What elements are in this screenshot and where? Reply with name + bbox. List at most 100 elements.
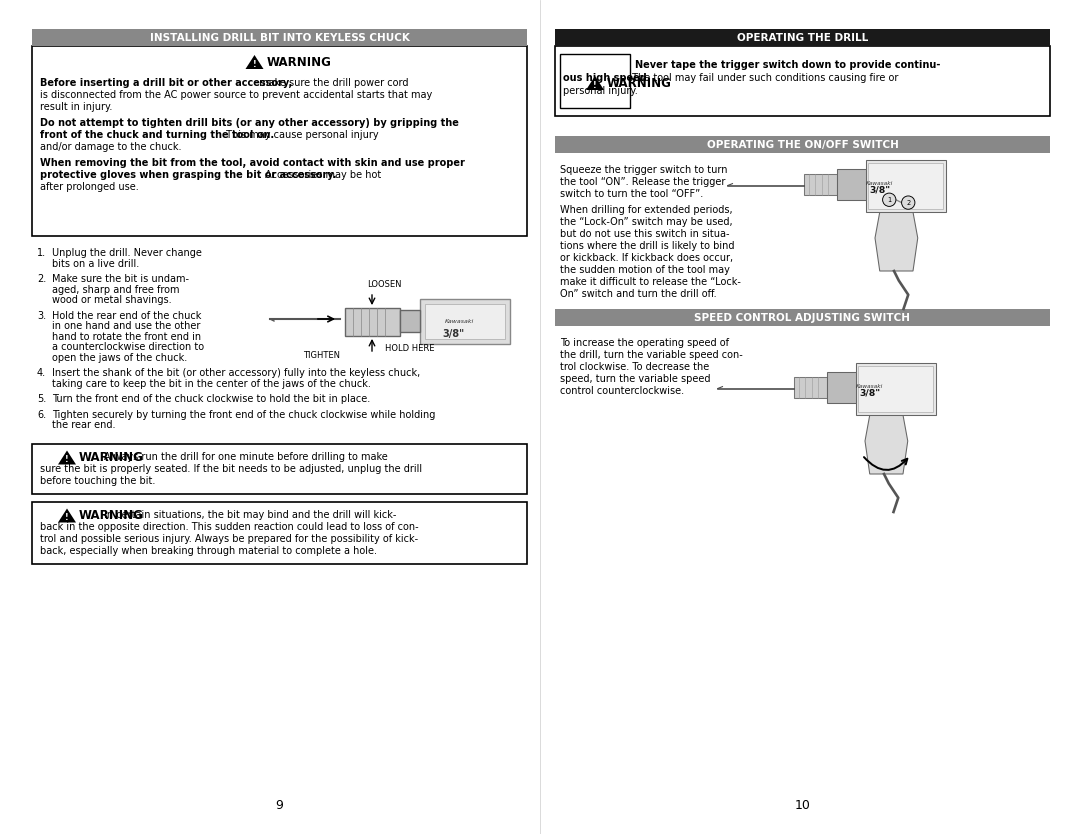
- Text: Before inserting a drill bit or other accessory,: Before inserting a drill bit or other ac…: [40, 78, 293, 88]
- Text: The tool may fail under such conditions causing fire or: The tool may fail under such conditions …: [629, 73, 899, 83]
- Bar: [345, 308, 400, 336]
- Text: sure the bit is properly seated. If the bit needs to be adjusted, unplug the dri: sure the bit is properly seated. If the …: [40, 464, 422, 474]
- Text: Always run the drill for one minute before drilling to make: Always run the drill for one minute befo…: [104, 451, 388, 461]
- Polygon shape: [58, 509, 76, 522]
- Text: Turn the front end of the chuck clockwise to hold the bit in place.: Turn the front end of the chuck clockwis…: [52, 394, 370, 404]
- Text: 3.: 3.: [37, 310, 46, 320]
- Text: ous high speed.: ous high speed.: [563, 73, 650, 83]
- Bar: [804, 174, 837, 195]
- Text: after prolonged use.: after prolonged use.: [40, 182, 138, 192]
- Text: tions where the drill is likely to bind: tions where the drill is likely to bind: [561, 241, 734, 251]
- Text: LOOSEN: LOOSEN: [367, 280, 402, 289]
- Text: Kawasaki: Kawasaki: [445, 319, 474, 324]
- Text: back in the opposite direction. This sudden reaction could lead to loss of con-: back in the opposite direction. This sud…: [40, 521, 419, 531]
- Text: or kickback. If kickback does occur,: or kickback. If kickback does occur,: [561, 253, 733, 263]
- Text: 1: 1: [887, 197, 891, 203]
- Text: and/or damage to the chuck.: and/or damage to the chuck.: [40, 142, 181, 152]
- Bar: [868, 163, 944, 209]
- Text: WARNING: WARNING: [267, 56, 332, 68]
- Bar: [794, 377, 827, 398]
- Text: 3/8": 3/8": [860, 389, 880, 398]
- Polygon shape: [865, 415, 908, 474]
- Bar: [555, 136, 1050, 153]
- Text: SPEED CONTROL ADJUSTING SWITCH: SPEED CONTROL ADJUSTING SWITCH: [694, 313, 910, 323]
- Text: trol clockwise. To decrease the: trol clockwise. To decrease the: [561, 362, 710, 372]
- Text: 3/8": 3/8": [442, 329, 464, 339]
- Bar: [32, 29, 527, 46]
- Text: Kawasaki: Kawasaki: [856, 384, 883, 389]
- Text: Do not attempt to tighten drill bits (or any other accessory) by gripping the: Do not attempt to tighten drill bits (or…: [40, 118, 459, 128]
- Text: the drill, turn the variable speed con-: the drill, turn the variable speed con-: [561, 350, 743, 360]
- Bar: [859, 365, 933, 412]
- Text: !: !: [253, 59, 256, 68]
- Text: 9: 9: [275, 799, 283, 812]
- Text: OPERATING THE ON/OFF SWITCH: OPERATING THE ON/OFF SWITCH: [706, 139, 899, 149]
- Bar: [555, 46, 1050, 116]
- Text: 6.: 6.: [37, 409, 46, 420]
- Text: wood or metal shavings.: wood or metal shavings.: [52, 295, 172, 305]
- Text: Accessories may be hot: Accessories may be hot: [262, 170, 381, 180]
- Text: 4.: 4.: [37, 368, 46, 378]
- Bar: [855, 363, 936, 415]
- Text: 10: 10: [795, 799, 810, 812]
- Text: TIGHTEN: TIGHTEN: [303, 351, 340, 360]
- Text: 2: 2: [906, 199, 910, 206]
- Polygon shape: [245, 55, 264, 69]
- Text: Make sure the bit is undam-: Make sure the bit is undam-: [52, 274, 189, 284]
- Polygon shape: [586, 76, 604, 90]
- Text: !: !: [65, 455, 69, 464]
- Text: OPERATING THE DRILL: OPERATING THE DRILL: [737, 33, 868, 43]
- Bar: [420, 299, 510, 344]
- Text: personal injury.: personal injury.: [563, 86, 638, 96]
- Bar: [555, 309, 1050, 326]
- Text: 1.: 1.: [37, 248, 46, 258]
- Text: 2.: 2.: [37, 274, 46, 284]
- Text: aged, sharp and free from: aged, sharp and free from: [52, 284, 179, 294]
- Text: Kawasaki: Kawasaki: [866, 180, 893, 185]
- Text: Insert the shank of the bit (or other accessory) fully into the keyless chuck,: Insert the shank of the bit (or other ac…: [52, 368, 420, 378]
- Polygon shape: [58, 450, 76, 465]
- Bar: [555, 29, 1050, 46]
- Text: but do not use this switch in situa-: but do not use this switch in situa-: [561, 229, 729, 239]
- Bar: [426, 304, 505, 339]
- Bar: [32, 501, 527, 564]
- Bar: [837, 169, 865, 200]
- Text: Unplug the drill. Never change: Unplug the drill. Never change: [52, 248, 202, 258]
- Text: the sudden motion of the tool may: the sudden motion of the tool may: [561, 265, 730, 275]
- Text: When removing the bit from the tool, avoid contact with skin and use proper: When removing the bit from the tool, avo…: [40, 158, 464, 168]
- Text: switch to turn the tool “OFF”.: switch to turn the tool “OFF”.: [561, 189, 703, 199]
- Bar: [32, 444, 527, 494]
- Text: This may cause personal injury: This may cause personal injury: [222, 130, 379, 140]
- Bar: [400, 310, 420, 332]
- Bar: [827, 372, 855, 403]
- Text: protective gloves when grasping the bit or accessory.: protective gloves when grasping the bit …: [40, 170, 337, 180]
- Text: make it difficult to release the “Lock-: make it difficult to release the “Lock-: [561, 277, 741, 287]
- Text: front of the chuck and turning the tool on.: front of the chuck and turning the tool …: [40, 130, 274, 140]
- Text: taking care to keep the bit in the center of the jaws of the chuck.: taking care to keep the bit in the cente…: [52, 379, 370, 389]
- Text: the “Lock-On” switch may be used,: the “Lock-On” switch may be used,: [561, 217, 732, 227]
- Text: !: !: [65, 513, 69, 522]
- Text: WARNING: WARNING: [79, 451, 144, 464]
- Text: Squeeze the trigger switch to turn: Squeeze the trigger switch to turn: [561, 165, 728, 175]
- Text: control counterclockwise.: control counterclockwise.: [561, 386, 684, 396]
- Text: trol and possible serious injury. Always be prepared for the possibility of kick: trol and possible serious injury. Always…: [40, 534, 418, 544]
- Text: the rear end.: the rear end.: [52, 420, 116, 430]
- Text: 3/8": 3/8": [869, 185, 890, 194]
- Polygon shape: [875, 212, 918, 271]
- Text: WARNING: WARNING: [607, 77, 672, 89]
- Text: in one hand and use the other: in one hand and use the other: [52, 321, 201, 331]
- Text: hand to rotate the front end in: hand to rotate the front end in: [52, 331, 201, 341]
- Text: the tool “ON”. Release the trigger: the tool “ON”. Release the trigger: [561, 177, 726, 187]
- Text: make sure the drill power cord: make sure the drill power cord: [256, 78, 408, 88]
- Text: WARNING: WARNING: [79, 509, 144, 522]
- Text: To increase the operating speed of: To increase the operating speed of: [561, 338, 729, 348]
- Text: HOLD HERE: HOLD HERE: [386, 344, 435, 353]
- Text: Hold the rear end of the chuck: Hold the rear end of the chuck: [52, 310, 201, 320]
- Bar: [865, 160, 946, 212]
- Text: When drilling for extended periods,: When drilling for extended periods,: [561, 205, 732, 215]
- Text: open the jaws of the chuck.: open the jaws of the chuck.: [52, 353, 187, 363]
- Text: a counterclockwise direction to: a counterclockwise direction to: [52, 342, 204, 352]
- Circle shape: [882, 193, 896, 206]
- Circle shape: [902, 196, 915, 209]
- FancyArrowPatch shape: [864, 457, 907, 470]
